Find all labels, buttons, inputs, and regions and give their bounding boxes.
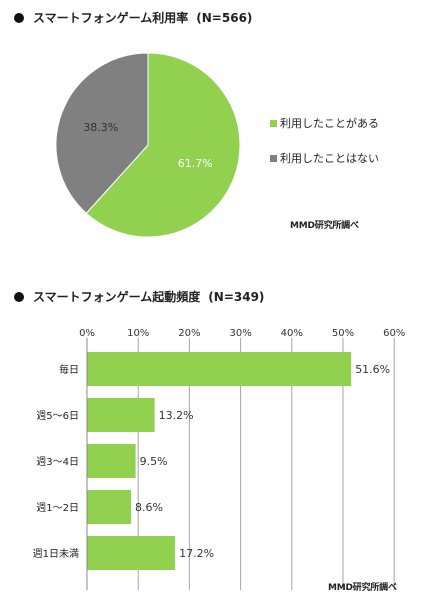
pie-slice-label-0: 61.7% [178, 157, 213, 170]
x-tick-label-3: 30% [229, 328, 251, 339]
bar-0 [87, 352, 352, 386]
x-tick-label-5: 50% [332, 328, 354, 339]
legend-item-used: 利用したことがある [270, 117, 379, 131]
pie-title-text: スマートフォンゲーム利用率 [33, 11, 189, 25]
bullet-icon [14, 13, 24, 23]
category-label-3: 週1～2日 [36, 502, 79, 514]
pie-sample-size: (N=566) [196, 11, 253, 25]
category-label-1: 週5～6日 [36, 410, 79, 422]
bar-3 [87, 490, 131, 524]
pie-source-note: MMD研究所調べ [290, 221, 359, 231]
bar-chart-title: スマートフォンゲーム起動頻度 (N=349) [14, 288, 264, 305]
bar-title-text: スマートフォンゲーム起動頻度 [33, 290, 201, 304]
legend-item-not-used: 利用したことはない [270, 152, 379, 166]
pie-legend: 利用したことがある 利用したことはない [270, 117, 379, 187]
legend-swatch-used [270, 120, 277, 127]
pie-chart: 61.7% 38.3% [55, 52, 241, 238]
category-label-4: 週1日未満 [33, 548, 79, 560]
bar-4 [87, 536, 176, 570]
x-tick-label-0: 0% [79, 328, 95, 339]
bullet-icon [14, 292, 24, 302]
bar-value-label-4: 17.2% [179, 547, 214, 560]
category-label-0: 毎日 [59, 363, 79, 376]
pie-slice-1 [55, 52, 149, 214]
legend-label-used: 利用したことがある [280, 117, 379, 130]
pie-slice-label-1: 38.3% [83, 121, 118, 134]
bar-value-label-0: 51.6% [355, 363, 390, 376]
x-tick-label-6: 60% [383, 328, 405, 339]
x-tick-label-2: 20% [178, 328, 200, 339]
pie-chart-title: スマートフォンゲーム利用率 (N=566) [14, 9, 252, 26]
legend-swatch-not-used [270, 155, 277, 162]
category-label-2: 週3～4日 [36, 456, 79, 468]
bar-value-label-3: 8.6% [135, 501, 163, 514]
x-tick-label-1: 10% [127, 328, 149, 339]
x-tick-label-4: 40% [281, 328, 303, 339]
pie-slice-0 [85, 52, 241, 238]
bar-source-note: MMD研究所調べ [328, 583, 397, 593]
bar-value-label-2: 9.5% [140, 455, 168, 468]
bar-2 [87, 444, 136, 478]
bar-sample-size: (N=349) [208, 290, 265, 304]
bar-value-label-1: 13.2% [159, 409, 194, 422]
bar-1 [87, 398, 155, 432]
legend-label-not-used: 利用したことはない [280, 152, 379, 165]
